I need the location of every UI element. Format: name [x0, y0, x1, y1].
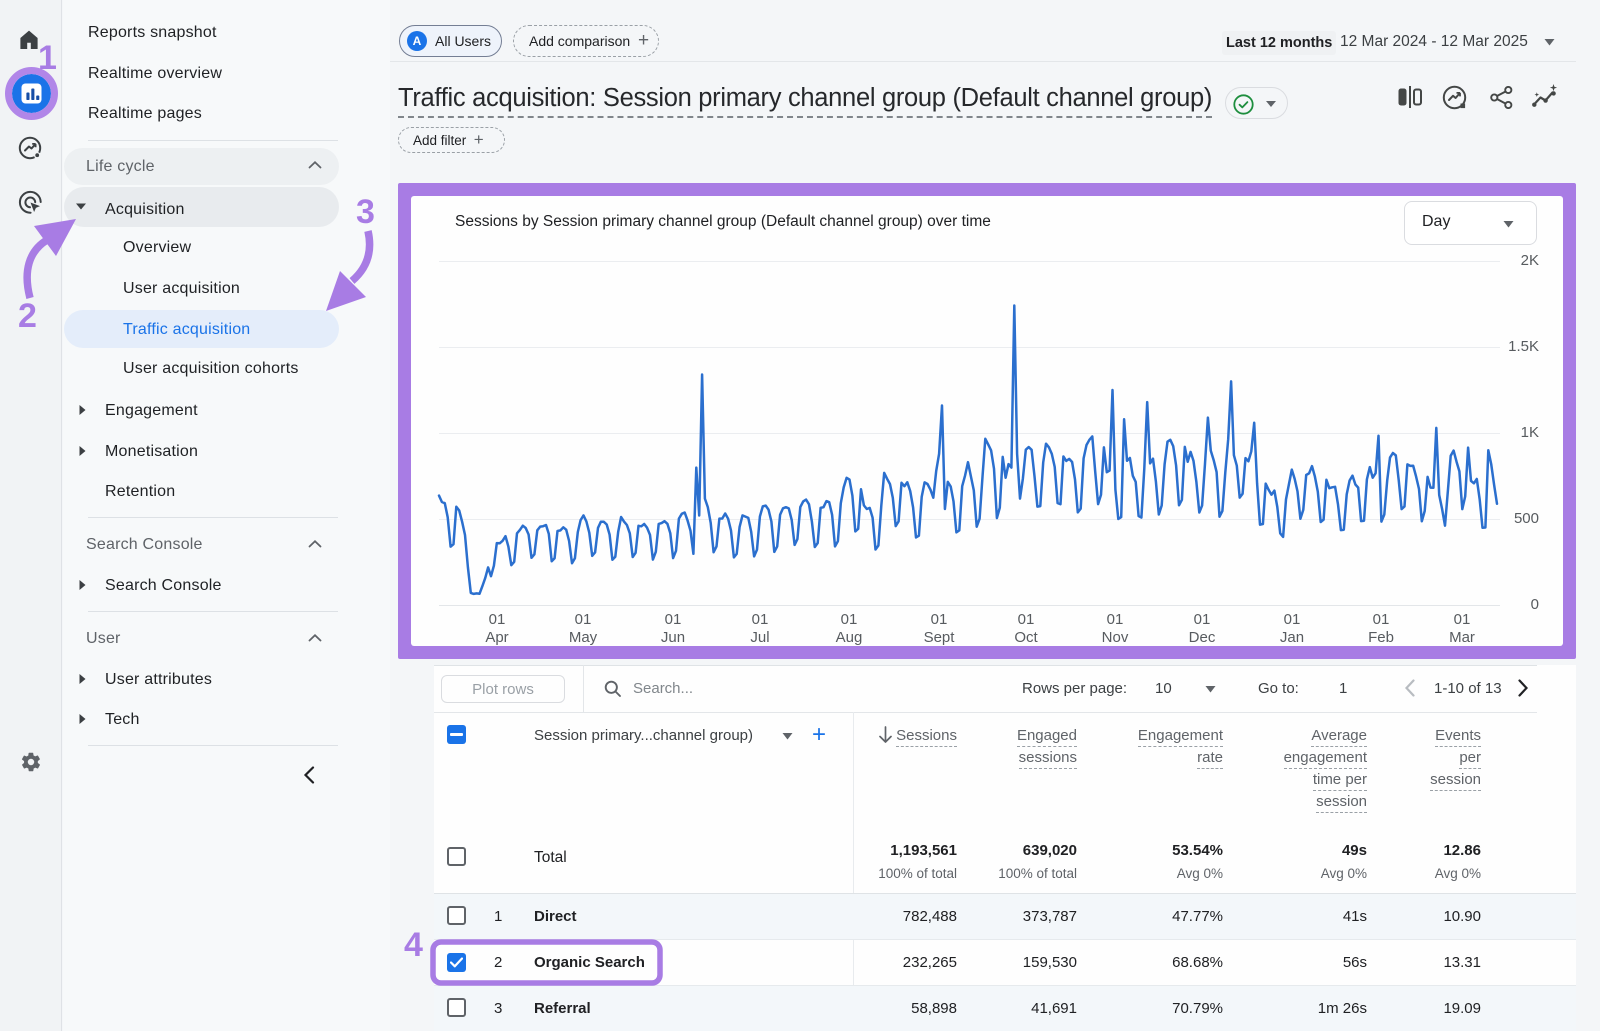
- svg-text:4: 4: [404, 926, 423, 964]
